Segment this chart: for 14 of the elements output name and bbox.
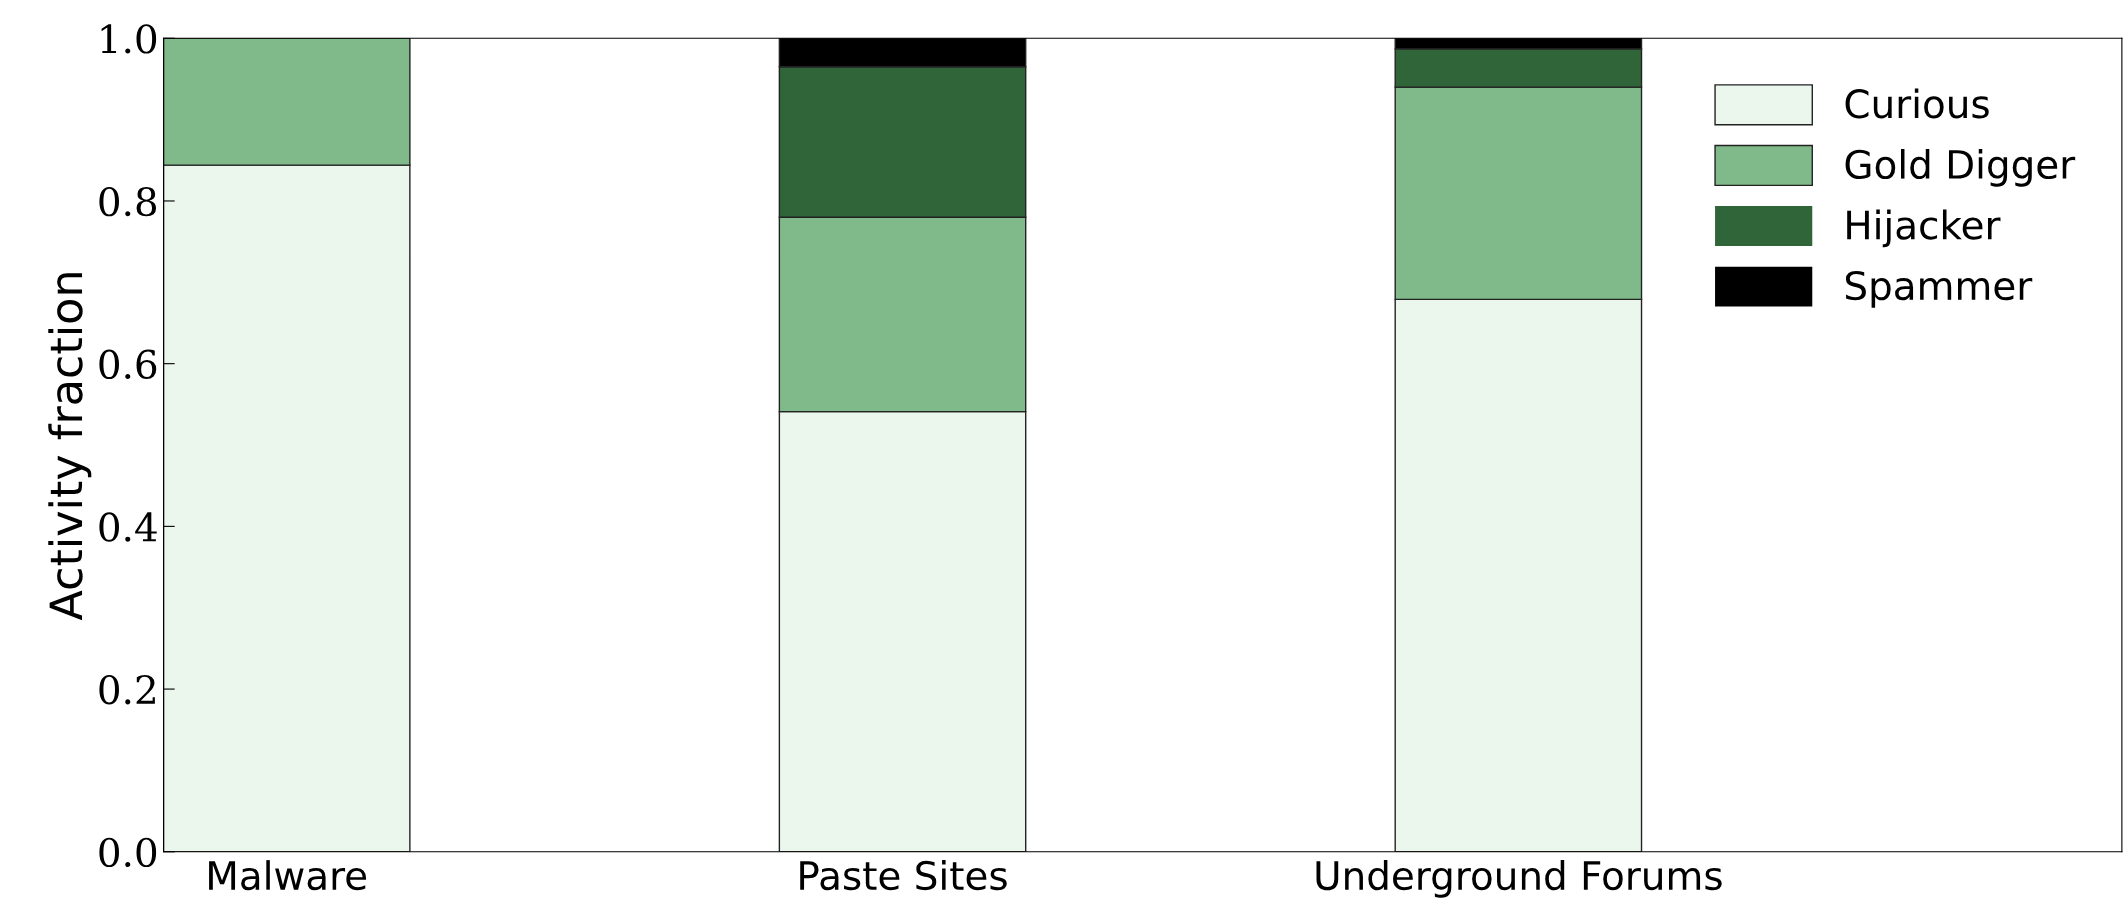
y-tick-label: 0.8	[99, 186, 157, 217]
legend-label: Hijacker	[1847, 209, 2001, 248]
x-tick-label: Paste Sites	[800, 860, 1007, 891]
y-tick-label: 0.4	[99, 512, 157, 542]
y-tick-label: 0.2	[99, 674, 155, 705]
legend-label: Gold Digger	[1845, 149, 2076, 187]
y-tick-label: 1.0	[101, 24, 157, 54]
y-axis-title: Activity fraction	[48, 273, 92, 621]
x-tick-label: Malware	[209, 860, 367, 891]
y-tick-label: 0.0	[99, 837, 157, 868]
x-tick-label: Underground Forums	[1316, 860, 1722, 898]
y-tick-label: 0.6	[99, 349, 157, 379]
legend-label: Curious	[1845, 88, 1989, 119]
legend-label: Spammer	[1845, 270, 2033, 308]
